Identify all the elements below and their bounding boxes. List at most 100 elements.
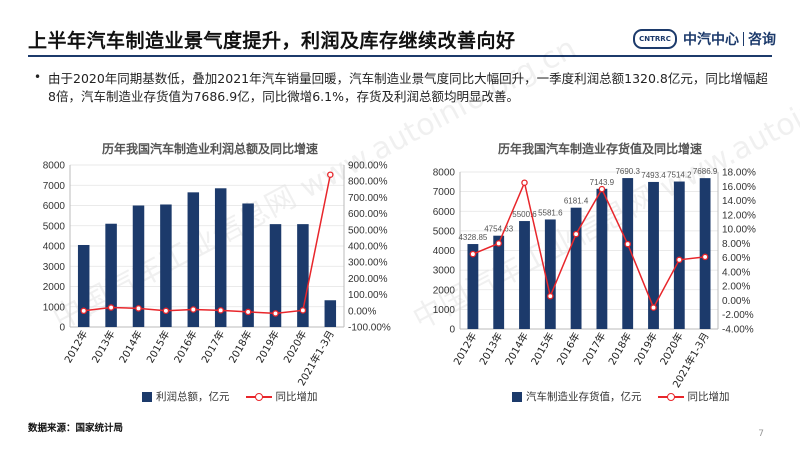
chart1-title: 历年我国汽车制造业利润总额及同比增速 bbox=[101, 142, 318, 156]
chart1-line-point bbox=[327, 171, 334, 178]
chart2-legend-line-label: 同比增加 bbox=[687, 391, 730, 403]
chart2-xtick: 2017年 bbox=[580, 330, 609, 367]
header: 上半年汽车制造业景气度提升，利润及库存继续改善向好 CNTRRC 中汽中心 咨询 bbox=[0, 0, 800, 58]
chart1-series-line bbox=[83, 174, 332, 315]
chart2-ytick-right: 18.00% bbox=[722, 168, 756, 179]
chart1-ytick-left: 2000 bbox=[43, 282, 66, 293]
title-divider bbox=[28, 55, 772, 57]
chart1-ytick-right: 700.00% bbox=[348, 193, 388, 204]
legend-line-swatch bbox=[245, 392, 272, 402]
chart1-line-point bbox=[299, 307, 307, 314]
chart2-xtick: 2012年 bbox=[451, 330, 480, 367]
chart1-ytick-right: 500.00% bbox=[348, 225, 388, 236]
chart1-ytick-right: 200.00% bbox=[348, 274, 388, 285]
chart2-line-point bbox=[701, 253, 709, 261]
chart1-bar bbox=[105, 223, 117, 327]
chart1-ytick-right: 0.00% bbox=[348, 306, 376, 317]
chart1-line-point bbox=[162, 307, 170, 315]
chart1-line-point bbox=[217, 307, 224, 314]
chart1-ytick-right: 100.00% bbox=[348, 290, 388, 301]
chart2-bar bbox=[519, 221, 530, 329]
brand-logo: CNTRRC 中汽中心 咨询 bbox=[633, 28, 776, 50]
chart2-ytick-left: 2000 bbox=[433, 285, 456, 296]
chart1-ytick-left: 5000 bbox=[43, 221, 66, 232]
chart2-ytick-left: 6000 bbox=[433, 207, 456, 218]
chart1-bar bbox=[77, 244, 90, 327]
chart1-ytick-left: 8000 bbox=[43, 161, 66, 172]
chart2-xtick: 2018年 bbox=[605, 330, 634, 367]
chart1-xtick: 2019年 bbox=[253, 328, 282, 365]
chart1-bar bbox=[214, 188, 227, 327]
bullet-icon: • bbox=[34, 70, 42, 84]
chart2-ytick-right: 16.00% bbox=[722, 182, 756, 193]
chart2-data-label: 6181.4 bbox=[564, 197, 589, 206]
chart1-ytick-left: 3000 bbox=[43, 262, 66, 273]
page-number: 7 bbox=[758, 429, 764, 439]
chart2-bar bbox=[673, 181, 685, 329]
chart2-xtick: 2020年 bbox=[657, 330, 686, 367]
chart2-line-point bbox=[598, 185, 606, 193]
chart2-ytick-left: 5000 bbox=[433, 226, 456, 237]
chart2-series-line bbox=[472, 180, 706, 310]
chart1-line-point bbox=[107, 304, 115, 311]
page-title: 上半年汽车制造业景气度提升，利润及库存继续改善向好 bbox=[28, 30, 516, 52]
chart1-ytick-right: -100.00% bbox=[348, 323, 391, 334]
chart2-line-point bbox=[547, 292, 554, 300]
chart1-bar bbox=[324, 300, 337, 327]
chart2-title: 历年我国汽车制造业存货值及同比增速 bbox=[497, 142, 702, 156]
chart1-line-point bbox=[80, 307, 87, 315]
data-source: 数据来源：国家统计局 bbox=[28, 423, 124, 434]
chart2-ytick-left: 4000 bbox=[433, 246, 456, 257]
chart2-xtick: 2016年 bbox=[554, 330, 583, 367]
chart2-xtick: 2014年 bbox=[502, 330, 531, 367]
chart1-xtick: 2013年 bbox=[89, 328, 118, 365]
chart2-data-label: 7690.3 bbox=[615, 167, 640, 176]
chart2-data-label: 4328.85 bbox=[458, 233, 487, 242]
chart1-ytick-left: 4000 bbox=[43, 242, 66, 253]
chart1-ytick-right: 600.00% bbox=[348, 209, 388, 220]
chart2-xtick: 2019年 bbox=[631, 330, 660, 367]
chart2-ytick-right: 8.00% bbox=[722, 239, 750, 250]
chart1-xtick: 2018年 bbox=[226, 328, 255, 365]
chart2-bar bbox=[648, 181, 659, 329]
chart1-ytick-right: 300.00% bbox=[348, 258, 388, 269]
chart1-bar bbox=[160, 204, 172, 327]
chart2-xtick: 2015年 bbox=[528, 330, 557, 367]
chart1-bar bbox=[269, 224, 282, 327]
chart2-data-label: 7686.9 bbox=[693, 167, 718, 176]
chart2-data-label: 7143.9 bbox=[590, 178, 615, 187]
chart1-ytick-right: 800.00% bbox=[348, 177, 388, 188]
chart2-ytick-left: 3000 bbox=[433, 266, 456, 277]
chart1-ytick-right: 400.00% bbox=[348, 242, 388, 253]
chart2-ytick-right: 4.00% bbox=[722, 267, 750, 278]
chart1-xtick: 2015年 bbox=[144, 328, 173, 365]
chart2-data-label: 5581.6 bbox=[538, 208, 563, 217]
chart2-line-point bbox=[676, 256, 683, 264]
chart1-ytick-left: 6000 bbox=[43, 201, 66, 212]
legend-bar-swatch bbox=[142, 391, 152, 402]
chart2-bar bbox=[467, 244, 479, 329]
legend-bar-swatch bbox=[512, 391, 522, 402]
chart1-xtick: 2020年 bbox=[281, 328, 310, 365]
chart1-line-point bbox=[190, 306, 197, 313]
chart2-ytick-right: -4.00% bbox=[722, 325, 754, 336]
chart2-ytick-right: 10.00% bbox=[722, 225, 756, 236]
logo-separator bbox=[743, 32, 744, 46]
chart1-legend: 利润总额，亿元 同比增加 bbox=[142, 389, 318, 404]
chart1-xtick: 2016年 bbox=[171, 328, 200, 365]
logo-text-consult: 咨询 bbox=[748, 32, 776, 48]
chart2-data-label: 7514.2 bbox=[667, 171, 692, 180]
chart1-bar bbox=[297, 224, 309, 327]
chart2-bar bbox=[622, 178, 634, 329]
chart2-line-point bbox=[495, 240, 502, 247]
chart1-legend-bar-label: 利润总额，亿元 bbox=[156, 391, 230, 403]
chart2-legend: 汽车制造业存货值，亿元 同比增加 bbox=[512, 389, 730, 404]
chart2-ytick-left: 1000 bbox=[433, 305, 456, 316]
chart2-legend-bar-label: 汽车制造业存货值，亿元 bbox=[526, 391, 642, 403]
chart1-bar bbox=[187, 192, 200, 327]
chart1-bar bbox=[242, 203, 254, 327]
chart1-ytick-left: 1000 bbox=[43, 302, 66, 313]
chart2-bar bbox=[596, 188, 608, 329]
chart2-ytick-right: 2.00% bbox=[722, 282, 750, 293]
